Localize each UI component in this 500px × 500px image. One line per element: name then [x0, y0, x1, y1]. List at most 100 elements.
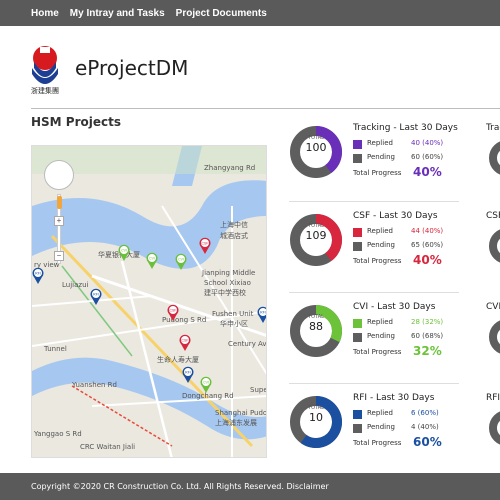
map-label: Lujiazui — [62, 281, 89, 289]
donut-total-label: TOTAL — [308, 405, 324, 411]
map-marker-csf[interactable]: CSF — [167, 304, 179, 321]
brand-header: 浙建集團 eProjectDM — [31, 42, 491, 102]
street-view-pegman-icon[interactable] — [57, 196, 62, 209]
donut-chart — [290, 396, 342, 448]
total-progress-label: Total Progress — [353, 439, 402, 447]
donut-replied-arc — [315, 126, 342, 174]
map-label: Century Ave — [228, 340, 267, 348]
donut-chart — [290, 214, 342, 266]
map-marker-center — [148, 254, 156, 262]
next-card-title: Track — [486, 123, 500, 133]
replied-row: Replied 40 (40%) — [353, 139, 443, 149]
zoom-in-button[interactable]: + — [54, 216, 64, 226]
summary-card[interactable]: TOTAL 100 Tracking - Last 30 Days Replied 40… — [289, 113, 500, 201]
project-map[interactable]: 上海中信 城酒店式 华夏银行大厦 Jianping Middle School … — [31, 145, 267, 458]
summary-card[interactable]: TOTAL 109 CSF - Last 30 Days Replied 44 (40%… — [289, 201, 500, 289]
map-label: 生命人寿大厦 — [157, 356, 199, 364]
map-canvas — [32, 146, 266, 457]
map-marker-rfi[interactable]: RFI — [182, 366, 194, 383]
pending-label: Pending — [367, 241, 395, 249]
replied-label: Replied — [367, 139, 393, 147]
next-card-donut — [489, 229, 500, 263]
pending-swatch — [353, 242, 362, 251]
replied-label: Replied — [367, 227, 393, 235]
donut-total-value: 109 — [305, 229, 327, 242]
map-marker-cvi[interactable]: CVI — [146, 252, 158, 269]
donut-center: TOTAL 10 — [289, 405, 343, 424]
map-marker-center — [120, 246, 128, 254]
donut-center: TOTAL 88 — [289, 314, 343, 333]
pending-swatch — [353, 424, 362, 433]
donut-total-value: 100 — [305, 141, 327, 154]
nav-intray-link[interactable]: My Intray and Tasks — [69, 7, 165, 19]
replied-swatch — [353, 140, 362, 149]
donut-chart — [290, 126, 342, 178]
map-marker-rfi[interactable]: RFI — [257, 306, 268, 323]
map-marker-center — [202, 378, 210, 386]
nav-home-link[interactable]: Home — [31, 7, 59, 19]
map-marker-cvi[interactable]: CVI — [175, 253, 187, 270]
map-label: 上海浦东发展 — [215, 419, 257, 427]
map-marker-label: CSF — [170, 309, 177, 313]
map-marker-rfi[interactable]: RFI — [90, 288, 102, 305]
replied-row: Replied 28 (32%) — [353, 318, 443, 328]
card-divider — [289, 383, 459, 384]
zoom-out-button[interactable]: − — [54, 251, 64, 261]
donut-total-label: TOTAL — [308, 135, 324, 141]
map-label: 华夏银行大厦 — [98, 251, 140, 259]
donut-total-value: 88 — [309, 320, 323, 333]
total-progress-label: Total Progress — [353, 348, 402, 356]
company-logo — [32, 46, 58, 84]
map-pan-control[interactable] — [44, 160, 74, 190]
map-label: Zhangyang Rd — [204, 164, 256, 172]
pending-label: Pending — [367, 423, 395, 431]
pending-value: 60 (68%) — [411, 332, 444, 340]
card-title: RFI - Last 30 Days — [353, 393, 435, 403]
map-label: School Xixiao — [204, 279, 251, 287]
map-label: Shanghai Pudo — [215, 409, 267, 417]
map-marker-label: CVI — [149, 257, 155, 261]
card-title: CVI - Last 30 Days — [353, 302, 436, 312]
pending-row: Pending 60 (68%) — [353, 332, 443, 342]
map-marker-center — [169, 306, 177, 314]
header-divider — [31, 108, 500, 109]
donut-replied-arc — [315, 214, 342, 262]
map-marker-cvi[interactable]: CVI — [200, 376, 212, 393]
summary-card[interactable]: TOTAL 10 RFI - Last 30 Days Replied 6 (60%) P… — [289, 383, 500, 471]
map-marker-label: RFI — [260, 311, 266, 315]
map-marker-label: RFI — [35, 272, 41, 276]
map-marker-label: CVI — [178, 258, 184, 262]
pending-row: Pending 4 (40%) — [353, 423, 443, 433]
next-card-donut-ring — [489, 141, 500, 175]
total-progress-value: 40% — [413, 253, 442, 267]
app-title: eProjectDM — [75, 56, 189, 80]
next-card-donut-ring — [489, 320, 500, 354]
map-label: CRC Waitan Jiali — [80, 443, 136, 451]
map-label: Supe — [250, 386, 267, 394]
map-marker-csf[interactable]: CSF — [199, 237, 211, 254]
map-marker-rfi[interactable]: RFI — [32, 267, 44, 284]
map-marker-center — [177, 255, 185, 263]
replied-value: 44 (40%) — [411, 227, 444, 235]
replied-label: Replied — [367, 318, 393, 326]
footer: Copyright ©2020 CR Construction Co. Ltd.… — [0, 473, 500, 500]
pending-row: Pending 60 (60%) — [353, 153, 443, 163]
replied-swatch — [353, 410, 362, 419]
map-marker-center — [259, 308, 266, 316]
map-marker-center — [34, 269, 42, 277]
card-divider — [289, 201, 459, 202]
summary-cards: TOTAL 100 Tracking - Last 30 Days Replied 40… — [289, 113, 500, 473]
map-marker-csf[interactable]: CSF — [179, 334, 191, 351]
summary-card[interactable]: TOTAL 88 CVI - Last 30 Days Replied 28 (32%)… — [289, 292, 500, 380]
map-marker-center — [201, 239, 209, 247]
map-marker-center — [184, 368, 192, 376]
replied-label: Replied — [367, 409, 393, 417]
map-zoom-slider[interactable] — [57, 194, 61, 264]
nav-project-documents-link[interactable]: Project Documents — [175, 7, 267, 19]
map-marker-cvi[interactable]: CVI — [118, 244, 130, 261]
donut-center: TOTAL 100 — [289, 135, 343, 154]
map-label: Jianping Middle — [202, 269, 256, 277]
next-card-title: RFI — [486, 393, 500, 403]
map-label: 城酒店式 — [220, 232, 248, 240]
map-marker-label: RFI — [93, 293, 99, 297]
